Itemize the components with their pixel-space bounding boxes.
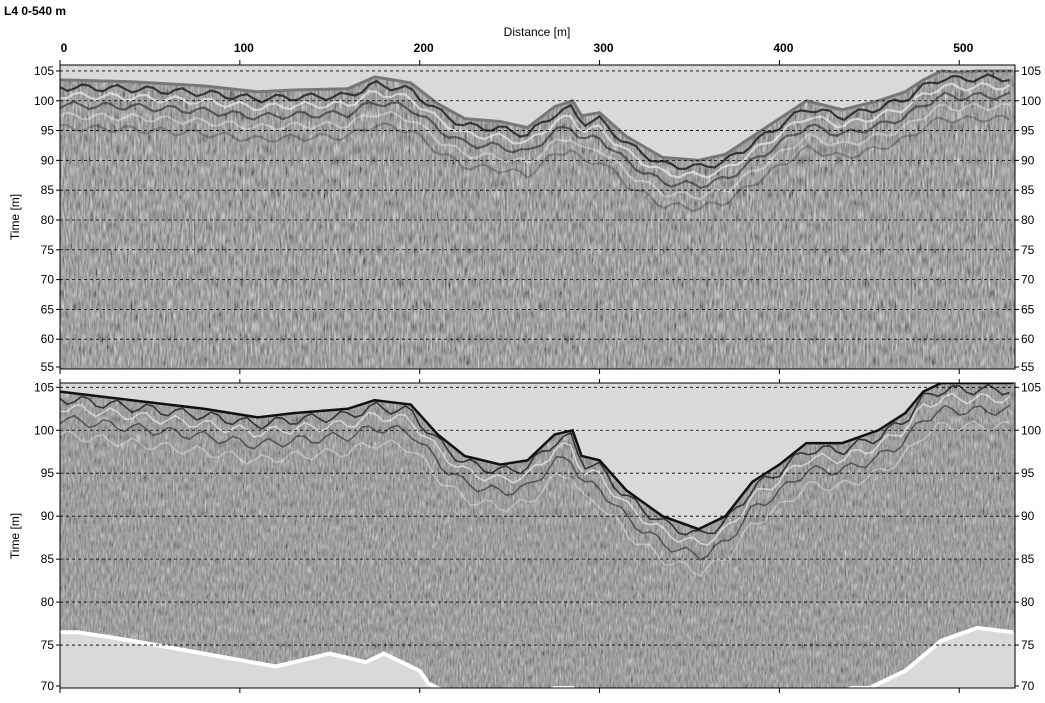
x-ticks-bottom: [59, 379, 960, 693]
x-tick-label: 100: [234, 41, 254, 55]
x-tick-label: 400: [773, 41, 793, 55]
reflector-band: [60, 82, 1011, 179]
y-tick-label: 90: [41, 509, 55, 523]
y-tick-label-right: 100: [1021, 94, 1041, 108]
x-tick-label: 300: [594, 41, 614, 55]
y-tick-label-right: 75: [1021, 638, 1035, 652]
y-tick-label-right: 85: [1021, 552, 1035, 566]
radargram-panel-bottom: 70 75 80 85 90 95 100 105 70 75 80 85 90 95 100 105 Ti…: [8, 379, 1041, 693]
x-tick-label: 200: [414, 41, 434, 55]
reflector-band: [60, 404, 1011, 561]
surface-reflector-top: [60, 69, 1014, 162]
y-tick-label: 75: [41, 243, 55, 257]
y-tick-label: 105: [34, 64, 54, 78]
y-tick-label-right: 95: [1021, 124, 1035, 138]
y-tick-label-right: 100: [1021, 423, 1041, 437]
surface-reflector-bottom: [60, 383, 1014, 531]
y-tick-label: 100: [34, 94, 54, 108]
x-tick-label: 500: [953, 41, 973, 55]
y-tick-label: 85: [41, 183, 55, 197]
y-ticks-right-top: 55 60 65 70 75 80 85 90 95 100 105: [1015, 64, 1041, 374]
reflector-band: [60, 102, 1010, 201]
deep-boundary-bottom: [60, 627, 1015, 688]
y-ticks-left-bottom: 70 75 80 85 90 95 100 105: [34, 380, 60, 693]
x-axis-label: Distance [m]: [504, 25, 571, 39]
plot-frame-bottom: [59, 382, 1016, 689]
y-axis-label-top: Time [m]: [8, 194, 22, 240]
x-tick-label: 0: [61, 41, 68, 55]
y-tick-label: 85: [41, 552, 55, 566]
y-tick-label-right: 90: [1021, 153, 1035, 167]
y-tick-label: 80: [41, 213, 55, 227]
y-tick-label: 75: [41, 638, 55, 652]
y-tick-label: 65: [41, 302, 55, 316]
y-tick-label: 80: [41, 595, 55, 609]
y-tick-label: 105: [34, 380, 54, 394]
reflector-bands-bottom: [60, 383, 1011, 577]
y-tick-label-right: 95: [1021, 466, 1035, 480]
y-ticks-left-top: 55 60 65 70 75 80 85 90 95 100 105: [34, 64, 60, 374]
y-tick-label-right: 105: [1021, 64, 1041, 78]
reflector-band: [60, 91, 1011, 190]
y-tick-label: 70: [41, 273, 55, 287]
y-tick-label-right: 90: [1021, 509, 1035, 523]
reflector-band: [60, 419, 1010, 577]
plot-frame-top: [59, 64, 1016, 370]
reflector-band: [60, 383, 1010, 536]
reflector-bands-top: [60, 73, 1011, 213]
air-layer-bottom: [60, 383, 1015, 530]
y-tick-label: 95: [41, 466, 55, 480]
y-tick-label-right: 85: [1021, 183, 1035, 197]
y-tick-label-right: 55: [1021, 360, 1035, 374]
y-tick-label-right: 70: [1021, 679, 1035, 693]
reflector-band: [60, 392, 1011, 547]
y-tick-label: 95: [41, 124, 55, 138]
radargram-panel-top: 55 60 65 70 75 80 85 90 95 100 105 55 60 65 70 75 80 85 9…: [8, 25, 1041, 374]
y-ticks-right-bottom: 70 75 80 85 90 95 100 105: [1015, 380, 1041, 693]
y-tick-label-right: 60: [1021, 332, 1035, 346]
y-tick-label-right: 80: [1021, 595, 1035, 609]
y-tick-label: 90: [41, 153, 55, 167]
reflector-band: [60, 73, 1010, 171]
x-ticks-top: 0 100 200 300 400 500: [59, 41, 974, 374]
y-tick-label: 55: [41, 360, 55, 374]
y-tick-label: 60: [41, 332, 55, 346]
y-tick-label-right: 105: [1021, 380, 1041, 394]
figure-title: L4 0-540 m: [4, 4, 67, 18]
y-tick-label-right: 75: [1021, 243, 1035, 257]
y-tick-label-right: 70: [1021, 273, 1035, 287]
y-tick-label-right: 65: [1021, 302, 1035, 316]
y-tick-label-right: 80: [1021, 213, 1035, 227]
y-axis-label-bottom: Time [m]: [8, 513, 22, 559]
y-tick-label: 100: [34, 423, 54, 437]
deep-boundary-line-bottom: [60, 625, 1014, 688]
y-tick-label: 70: [41, 679, 55, 693]
reflector-band: [60, 114, 1011, 213]
